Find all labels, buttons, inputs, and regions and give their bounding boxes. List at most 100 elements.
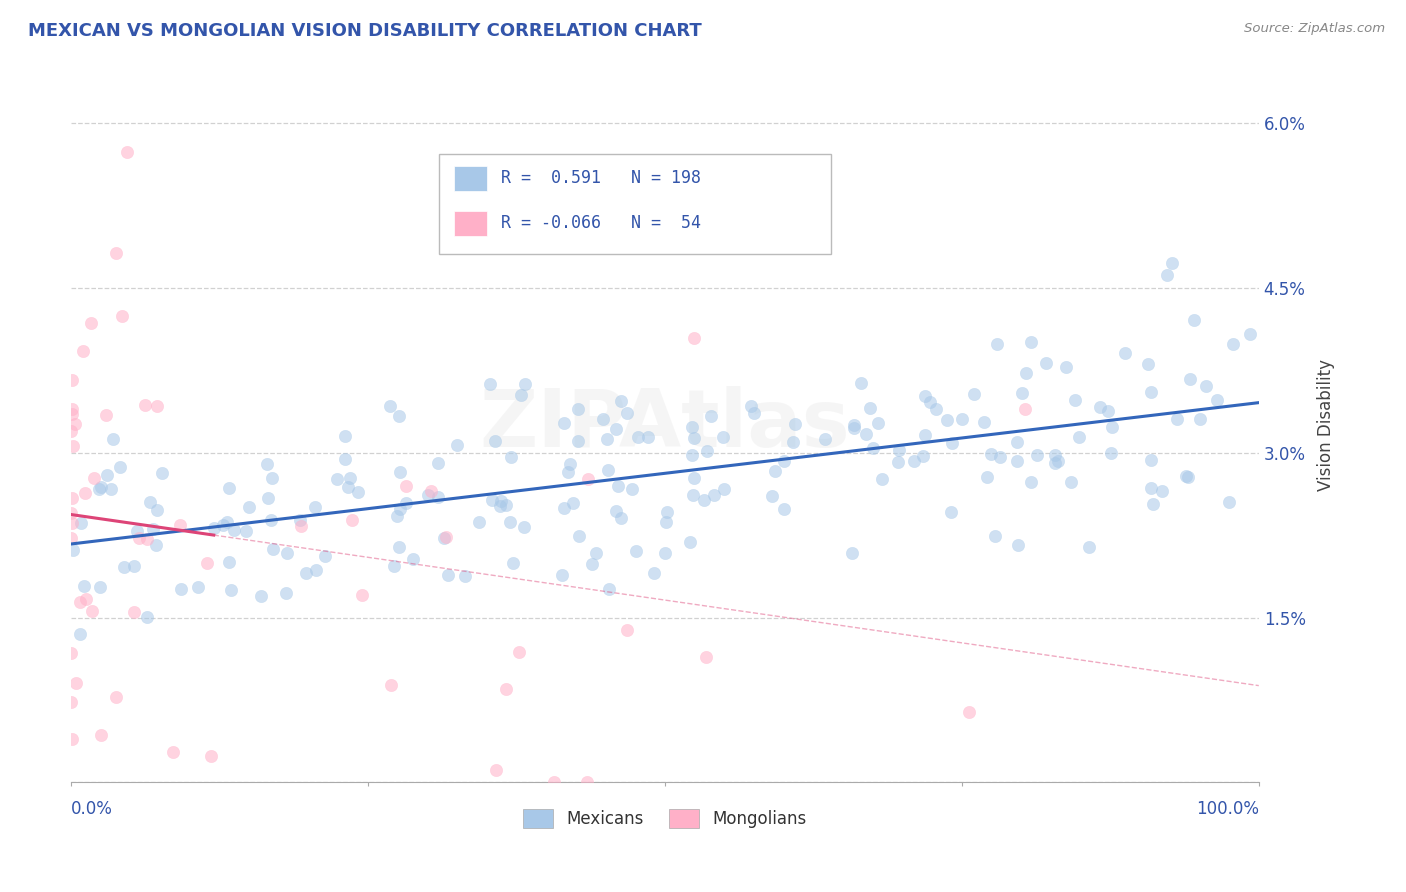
Point	[485, 764, 508, 778]
Point	[382, 559, 405, 574]
Point	[489, 494, 512, 508]
Point	[60, 732, 83, 747]
Point	[87, 482, 110, 496]
Point	[509, 388, 531, 402]
Point	[195, 557, 218, 571]
Point	[842, 421, 865, 435]
Point	[682, 330, 704, 344]
Point	[479, 376, 502, 391]
Point	[772, 453, 794, 467]
Point	[1175, 468, 1198, 483]
Point	[276, 546, 298, 560]
Point	[60, 373, 83, 387]
Point	[60, 516, 83, 530]
Point	[108, 460, 131, 475]
Point	[388, 540, 411, 554]
Point	[104, 690, 127, 704]
Point	[1099, 446, 1122, 460]
Point	[773, 502, 796, 516]
Point	[605, 504, 627, 518]
Point	[1011, 386, 1033, 401]
Point	[1166, 412, 1188, 426]
Point	[976, 469, 998, 483]
Point	[295, 566, 318, 580]
Point	[515, 376, 537, 391]
Point	[903, 454, 925, 468]
Point	[495, 498, 517, 512]
Point	[950, 411, 973, 425]
Point	[127, 524, 149, 538]
Point	[385, 508, 408, 523]
Point	[124, 606, 146, 620]
Point	[1019, 334, 1042, 349]
Point	[782, 435, 804, 450]
Point	[1005, 453, 1028, 467]
Point	[1043, 448, 1066, 462]
Point	[60, 695, 83, 709]
Point	[742, 406, 765, 420]
Point	[60, 425, 83, 439]
Point	[235, 524, 257, 539]
Point	[124, 558, 146, 573]
Point	[336, 480, 359, 494]
Point	[713, 482, 735, 496]
Legend: Mexicans, Mongolians: Mexicans, Mongolians	[516, 802, 813, 835]
Point	[333, 452, 356, 467]
Point	[696, 444, 718, 458]
Point	[1035, 356, 1057, 370]
Point	[1043, 456, 1066, 470]
Point	[682, 488, 704, 502]
Point	[626, 544, 648, 558]
FancyBboxPatch shape	[454, 211, 486, 236]
Text: R =  0.591   N = 198: R = 0.591 N = 198	[501, 169, 702, 187]
Point	[256, 458, 278, 472]
Point	[499, 516, 522, 530]
Point	[1059, 475, 1081, 489]
Point	[288, 514, 311, 528]
Point	[598, 462, 620, 476]
Point	[1088, 400, 1111, 414]
Point	[394, 495, 416, 509]
Point	[637, 430, 659, 444]
Point	[65, 675, 87, 690]
Point	[142, 522, 165, 536]
Point	[1222, 336, 1244, 351]
Point	[512, 519, 534, 533]
Point	[657, 505, 679, 519]
Point	[60, 407, 83, 421]
Point	[581, 558, 603, 572]
Point	[681, 448, 703, 462]
Point	[963, 387, 986, 401]
Point	[378, 399, 401, 413]
Point	[1177, 469, 1199, 483]
Point	[333, 429, 356, 443]
Point	[1054, 359, 1077, 374]
Point	[146, 503, 169, 517]
Point	[200, 749, 222, 764]
Point	[567, 434, 589, 449]
Point	[859, 401, 882, 416]
Point	[683, 431, 706, 445]
Point	[63, 417, 86, 431]
Point	[60, 507, 83, 521]
Point	[454, 569, 477, 583]
Text: MEXICAN VS MONGOLIAN VISION DISABILITY CORRELATION CHART: MEXICAN VS MONGOLIAN VISION DISABILITY C…	[28, 22, 702, 40]
Point	[212, 517, 235, 532]
Point	[592, 412, 614, 426]
Point	[90, 480, 112, 494]
Point	[957, 706, 980, 720]
Point	[1077, 540, 1099, 554]
Point	[76, 592, 98, 607]
FancyBboxPatch shape	[454, 166, 486, 191]
Point	[380, 678, 402, 692]
Point	[256, 491, 278, 505]
Point	[60, 646, 83, 660]
Point	[1046, 454, 1069, 468]
Point	[866, 417, 889, 431]
Point	[681, 420, 703, 434]
Point	[340, 513, 363, 527]
Point	[1097, 403, 1119, 417]
Point	[1140, 453, 1163, 467]
Point	[740, 399, 762, 413]
Point	[495, 681, 517, 696]
